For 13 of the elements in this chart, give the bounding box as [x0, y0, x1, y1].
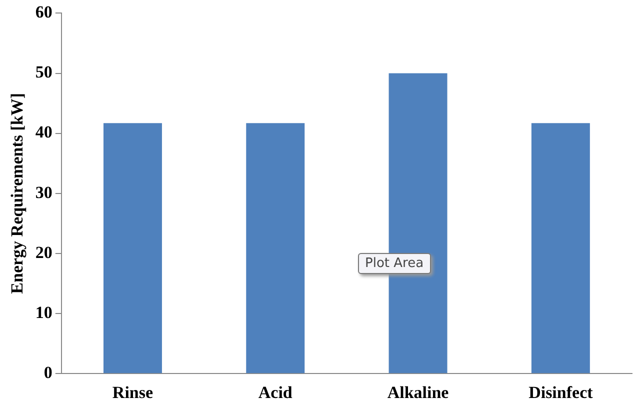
annotation: Plot Area: [358, 253, 431, 274]
x-tick-label: Disinfect: [528, 383, 594, 402]
x-tick-label: Rinse: [112, 383, 154, 402]
y-tick-label: 0: [44, 362, 52, 382]
y-tick-label: 40: [35, 122, 52, 142]
y-tick-label: 10: [35, 302, 52, 322]
x-tick-label: Acid: [258, 383, 293, 402]
y-tick-label: 50: [35, 62, 52, 82]
y-tick-label: 20: [35, 242, 52, 262]
y-tick-label: 30: [35, 182, 52, 202]
y-axis-title: Energy Requirements [kW]: [8, 92, 27, 294]
x-tick-label: Alkaline: [387, 383, 450, 402]
y-tick-label: 60: [35, 2, 52, 22]
